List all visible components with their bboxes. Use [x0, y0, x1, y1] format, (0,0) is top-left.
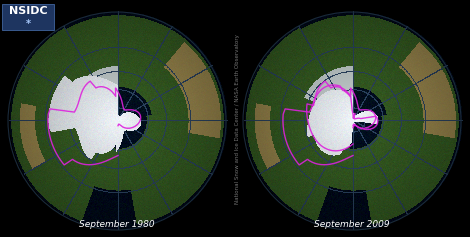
FancyBboxPatch shape — [2, 4, 54, 30]
Text: *: * — [25, 19, 31, 29]
Text: September 2009: September 2009 — [314, 220, 390, 229]
Text: National Snow and Ice Data Center / NASA Earth Observatory: National Snow and Ice Data Center / NASA… — [235, 34, 240, 204]
Text: September 1980: September 1980 — [79, 220, 155, 229]
Text: NSIDC: NSIDC — [8, 6, 47, 16]
